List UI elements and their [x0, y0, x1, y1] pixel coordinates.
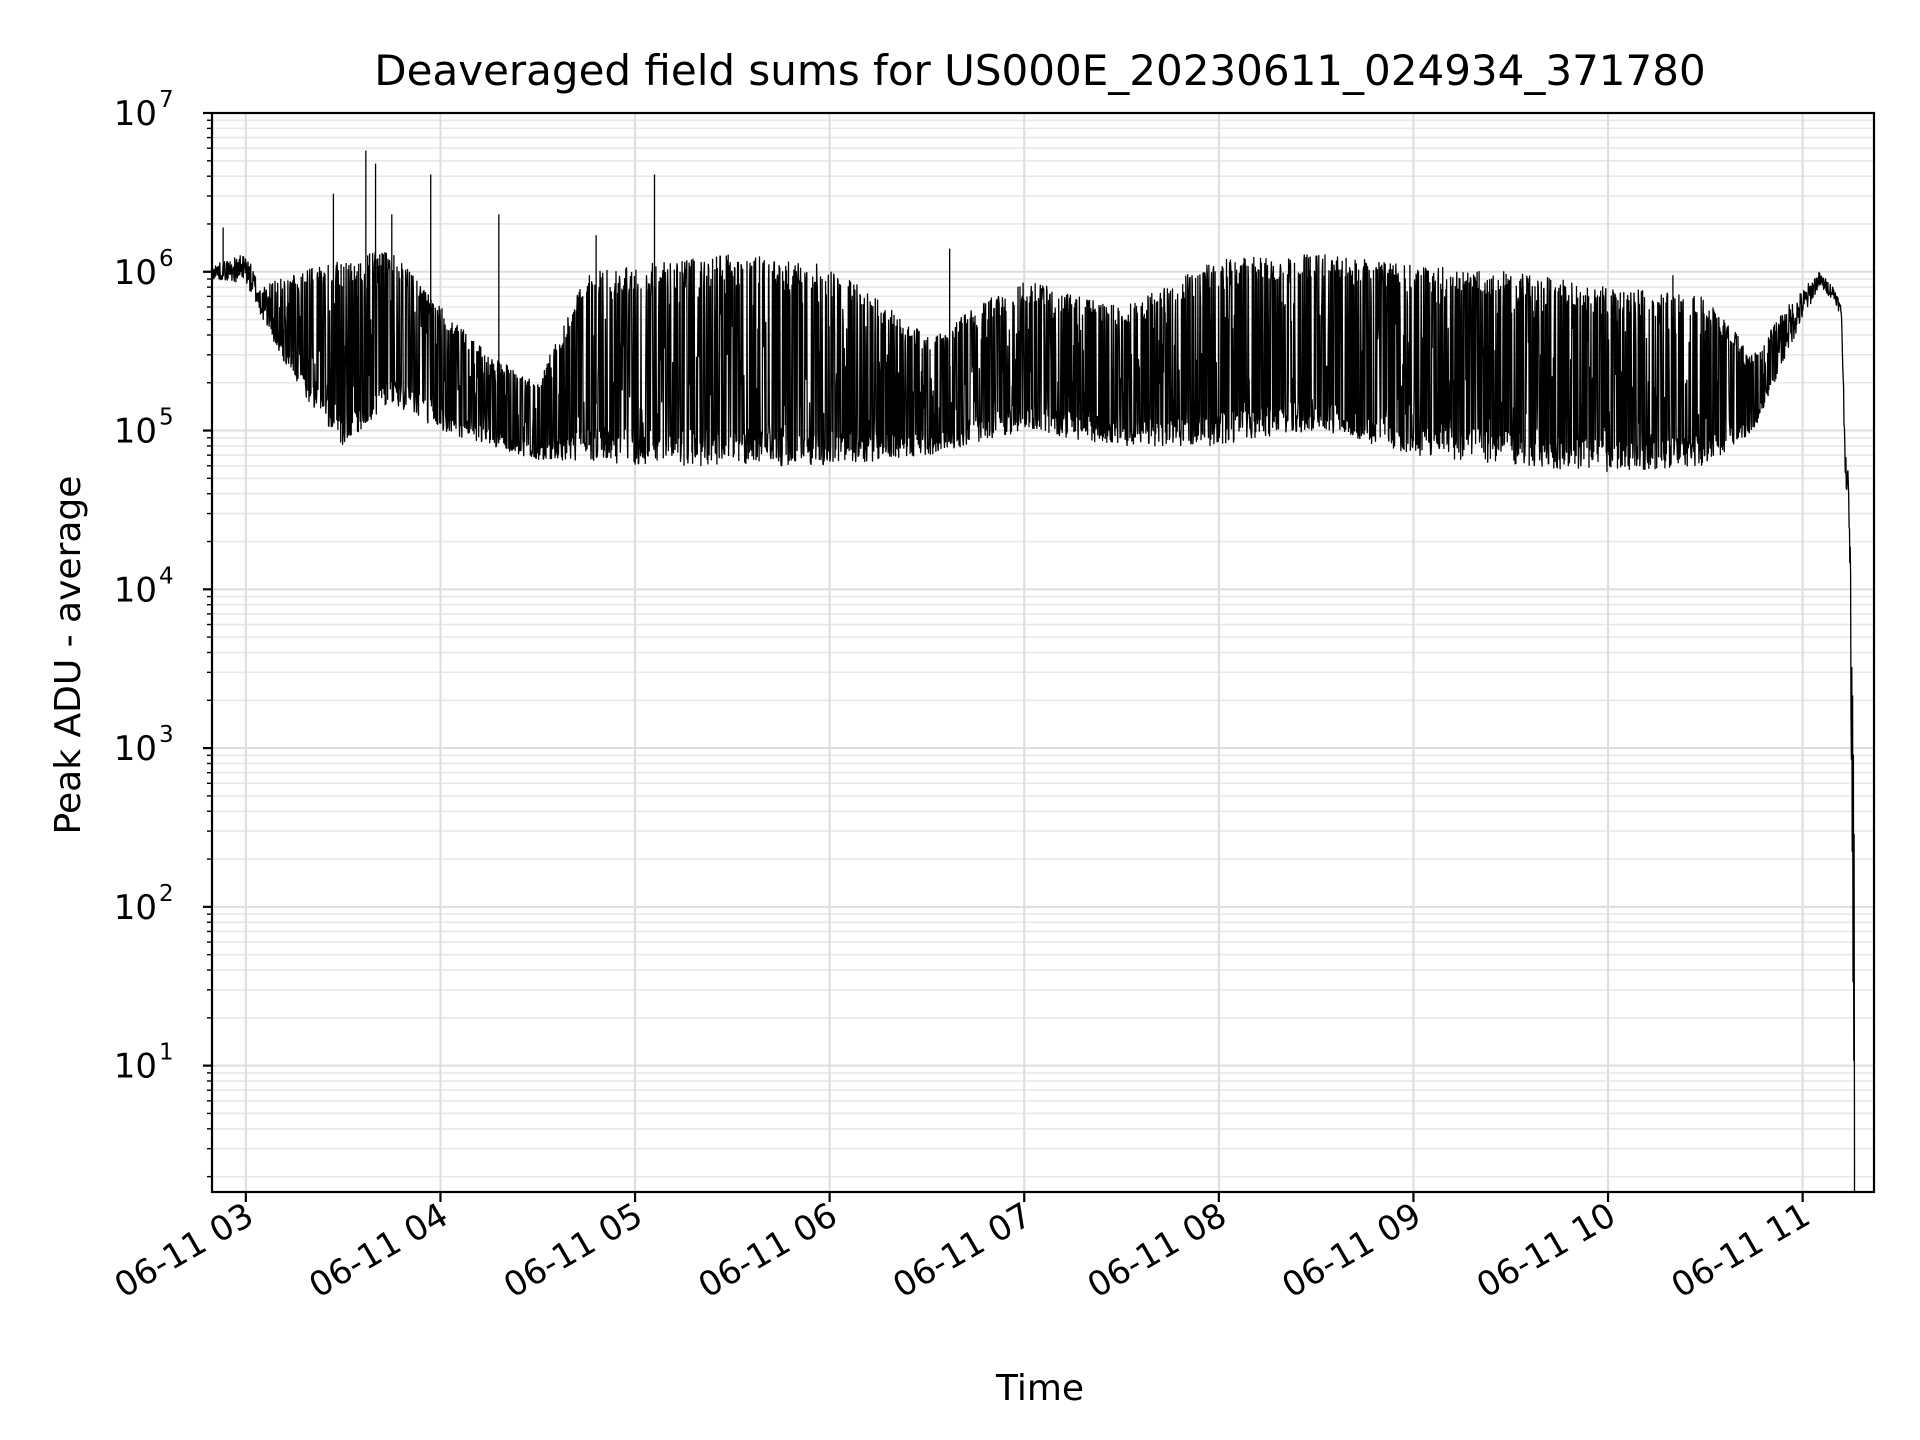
x-tick-label: 06-11 07: [886, 1195, 1038, 1306]
y-tick-label: 10: [114, 888, 157, 928]
y-tick-label: 10: [114, 570, 157, 610]
grid-lines: [212, 112, 1874, 1192]
x-tick-label: 06-11 04: [303, 1195, 455, 1306]
series-layer: [211, 150, 1856, 1192]
y-tick-exponent: 2: [159, 881, 174, 907]
x-tick-label: 06-11 10: [1470, 1195, 1622, 1306]
y-tick-exponent: 6: [159, 246, 174, 272]
y-tick-exponent: 3: [159, 722, 174, 748]
y-axis-label: Peak ADU - average: [48, 476, 89, 835]
y-tick-label: 10: [114, 94, 157, 134]
x-tick-label: 06-11 08: [1081, 1195, 1233, 1306]
x-tick-label: 06-11 06: [692, 1195, 844, 1306]
y-tick-label: 10: [114, 1047, 157, 1087]
y-tick-label: 10: [114, 729, 157, 769]
x-axis-label: Time: [995, 1368, 1084, 1409]
x-tick-label: 06-11 03: [108, 1195, 260, 1306]
chart-title: Deaveraged field sums for US000E_2023061…: [374, 46, 1705, 95]
x-tick-label: 06-11 11: [1665, 1195, 1817, 1306]
series-line: [211, 251, 1856, 1192]
y-tick-exponent: 5: [159, 405, 174, 431]
y-tick-exponent: 4: [159, 563, 174, 589]
x-tick-label: 06-11 05: [497, 1195, 649, 1306]
y-tick-exponent: 7: [159, 87, 174, 113]
y-tick-label: 10: [114, 253, 157, 293]
x-tick-label: 06-11 09: [1276, 1195, 1428, 1306]
y-tick-exponent: 1: [159, 1040, 174, 1066]
y-tick-label: 10: [114, 412, 157, 452]
